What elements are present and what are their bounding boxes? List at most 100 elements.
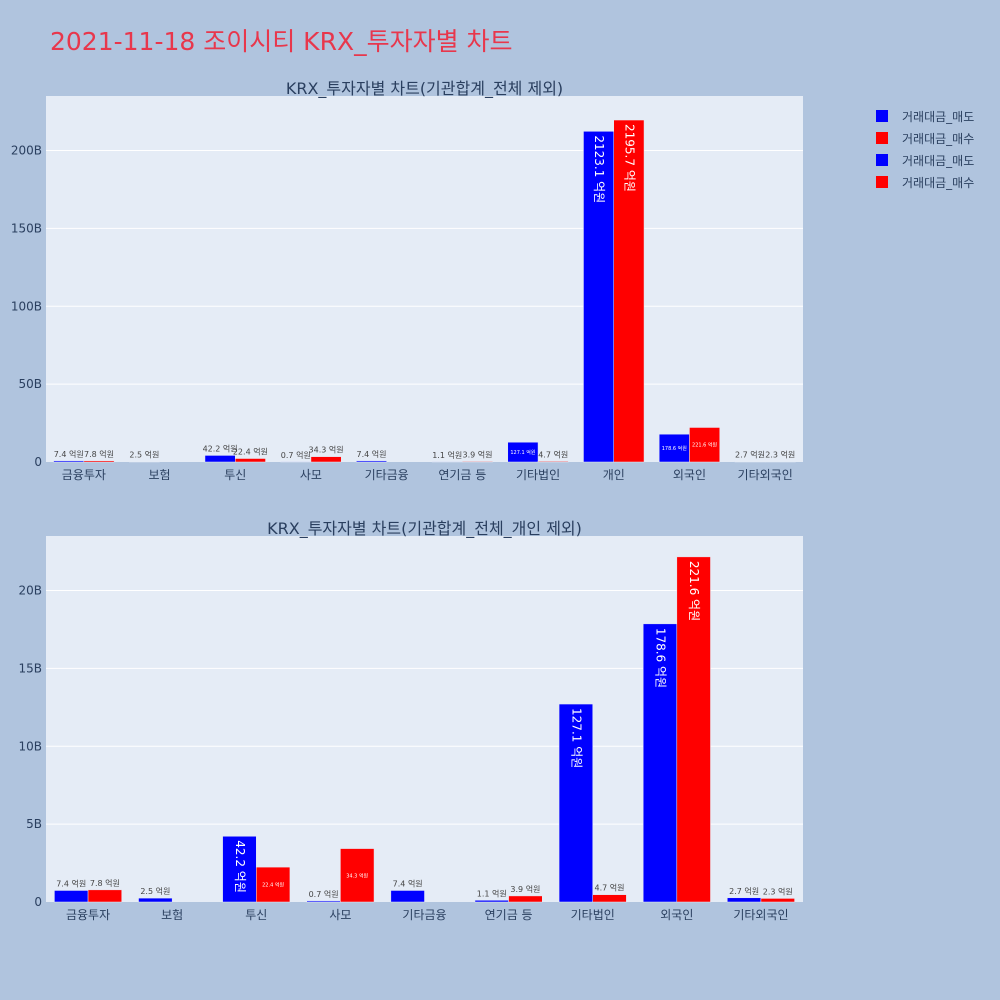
data-label: 2123.1 억원: [592, 135, 606, 203]
data-label: 4.7 억원: [538, 449, 568, 459]
bar: [592, 894, 627, 903]
bar: [390, 890, 425, 903]
x-tick-label: 기타금융: [365, 468, 409, 482]
x-tick-label: 투신: [224, 468, 246, 482]
data-label: 2.3 억원: [763, 886, 793, 896]
y-tick-label: 5B: [26, 817, 42, 831]
bar: [760, 898, 795, 903]
bar: [53, 460, 85, 463]
data-label: 1.1 억원: [432, 450, 462, 460]
chart-title: KRX_투자자별 차트(기관합계_전체_개인 제외): [267, 519, 582, 539]
legend-item[interactable]: 거래대금_매수: [876, 127, 974, 149]
bar: [558, 703, 593, 903]
x-tick-label: 기타외국인: [738, 468, 793, 482]
y-tick-label: 100B: [11, 299, 42, 313]
y-tick-label: 50B: [18, 377, 42, 391]
data-label: 3.9 억원: [510, 884, 540, 894]
data-label: 34.3 억원: [309, 445, 344, 455]
data-label: 7.8 억원: [84, 449, 114, 459]
data-label: 1.1 억원: [477, 888, 507, 898]
data-label: 42.2 억원: [233, 840, 247, 893]
y-tick-label: 0: [34, 895, 42, 909]
x-tick-label: 기타법인: [571, 908, 615, 922]
bar: [235, 458, 266, 463]
data-label: 2.7 억원: [729, 886, 759, 896]
x-tick-label: 기타법인: [516, 468, 560, 482]
x-tick-label: 기타외국인: [733, 908, 788, 922]
x-tick-label: 사모: [329, 908, 351, 922]
data-label: 2.7 억원: [735, 450, 765, 460]
legend-label: 거래대금_매도: [902, 109, 975, 124]
x-tick-label: 기타금융: [402, 908, 446, 922]
x-tick-label: 연기금 등: [485, 908, 533, 922]
x-tick-label: 개인: [603, 468, 625, 482]
data-label: 7.4 억원: [56, 878, 86, 888]
data-label: 127.1 억원: [569, 708, 583, 768]
legend-item[interactable]: 거래대금_매도: [876, 105, 974, 127]
x-tick-label: 보험: [149, 468, 171, 482]
bar: [256, 866, 291, 903]
data-label: 178.6 억원: [662, 445, 688, 452]
data-label: 2.3 억원: [765, 450, 795, 460]
bar: [507, 441, 539, 463]
data-label: 221.6 억원: [692, 442, 718, 449]
legend-item[interactable]: 거래대금_매수: [876, 171, 974, 193]
legend-swatch: [876, 176, 888, 188]
data-label: 4.7 억원: [595, 883, 625, 893]
data-label: 7.8 억원: [90, 878, 120, 888]
bar: [508, 895, 543, 903]
chart-investor-excl-institution-total-and-individual: 0 5B 10B 15B 20B KRX_투자자별 차트(기관합계_전체_개인 제외) 금융…: [18, 519, 803, 922]
data-label: 221.6 억원: [687, 561, 701, 621]
bar: [204, 455, 236, 463]
data-label: 34.3 억원: [346, 872, 368, 879]
chart-investor-excl-institution-total: 0 50B 100B 150B 200B KRX_투자자별 차트(기관합계_전체 제외) 금…: [11, 79, 803, 482]
x-tick-label: 외국인: [660, 908, 693, 922]
legend-label: 거래대금_매수: [902, 175, 975, 190]
bar: [613, 119, 645, 463]
y-tick-label: 0: [34, 455, 42, 469]
legend-swatch: [876, 110, 888, 122]
chart-title: KRX_투자자별 차트(기관합계_전체 제외): [286, 79, 563, 99]
data-label: 0.7 억원: [281, 450, 311, 460]
legend-swatch: [876, 132, 888, 144]
x-tick-label: 투신: [245, 908, 267, 922]
y-tick-label: 15B: [18, 661, 42, 675]
bar: [658, 433, 690, 463]
bar: [642, 623, 678, 903]
legend-label: 거래대금_매도: [902, 153, 975, 168]
x-tick-label: 사모: [300, 468, 322, 482]
data-label: 7.4 억원: [357, 449, 387, 459]
y-tick-label: 10B: [18, 739, 42, 753]
data-label: 7.4 억원: [54, 449, 84, 459]
bar: [474, 900, 509, 903]
bar: [87, 889, 122, 903]
data-label: 127.1 억원: [510, 449, 536, 456]
y-tick-label: 20B: [18, 584, 42, 598]
y-tick-label: 200B: [11, 144, 42, 158]
legend-swatch: [876, 154, 888, 166]
legend-item[interactable]: 거래대금_매도: [876, 149, 974, 171]
bar: [83, 460, 115, 463]
x-tick-label: 보험: [161, 908, 183, 922]
data-label: 178.6 억원: [654, 628, 668, 688]
data-label: 2.5 억원: [140, 886, 170, 896]
bar: [138, 897, 173, 903]
x-tick-label: 금융투자: [62, 468, 106, 482]
data-label: 22.4 억원: [262, 882, 284, 889]
bar: [689, 427, 720, 463]
bar: [727, 897, 762, 903]
bar: [340, 848, 375, 903]
bar: [222, 836, 257, 903]
bar: [462, 461, 493, 463]
legend-label: 거래대금_매수: [902, 131, 975, 146]
data-label: 0.7 억원: [309, 889, 339, 899]
x-tick-label: 금융투자: [66, 908, 110, 922]
legend[interactable]: 거래대금_매도 거래대금_매수 거래대금_매도 거래대금_매수: [876, 105, 974, 193]
plot-area: [46, 96, 803, 462]
bar: [537, 461, 569, 463]
page-title: 2021-11-18 조이시티 KRX_투자자별 차트: [50, 27, 513, 56]
data-label: 3.9 억원: [462, 449, 492, 459]
x-tick-label: 연기금 등: [438, 468, 486, 482]
y-tick-label: 150B: [11, 221, 42, 235]
bar: [306, 900, 341, 903]
